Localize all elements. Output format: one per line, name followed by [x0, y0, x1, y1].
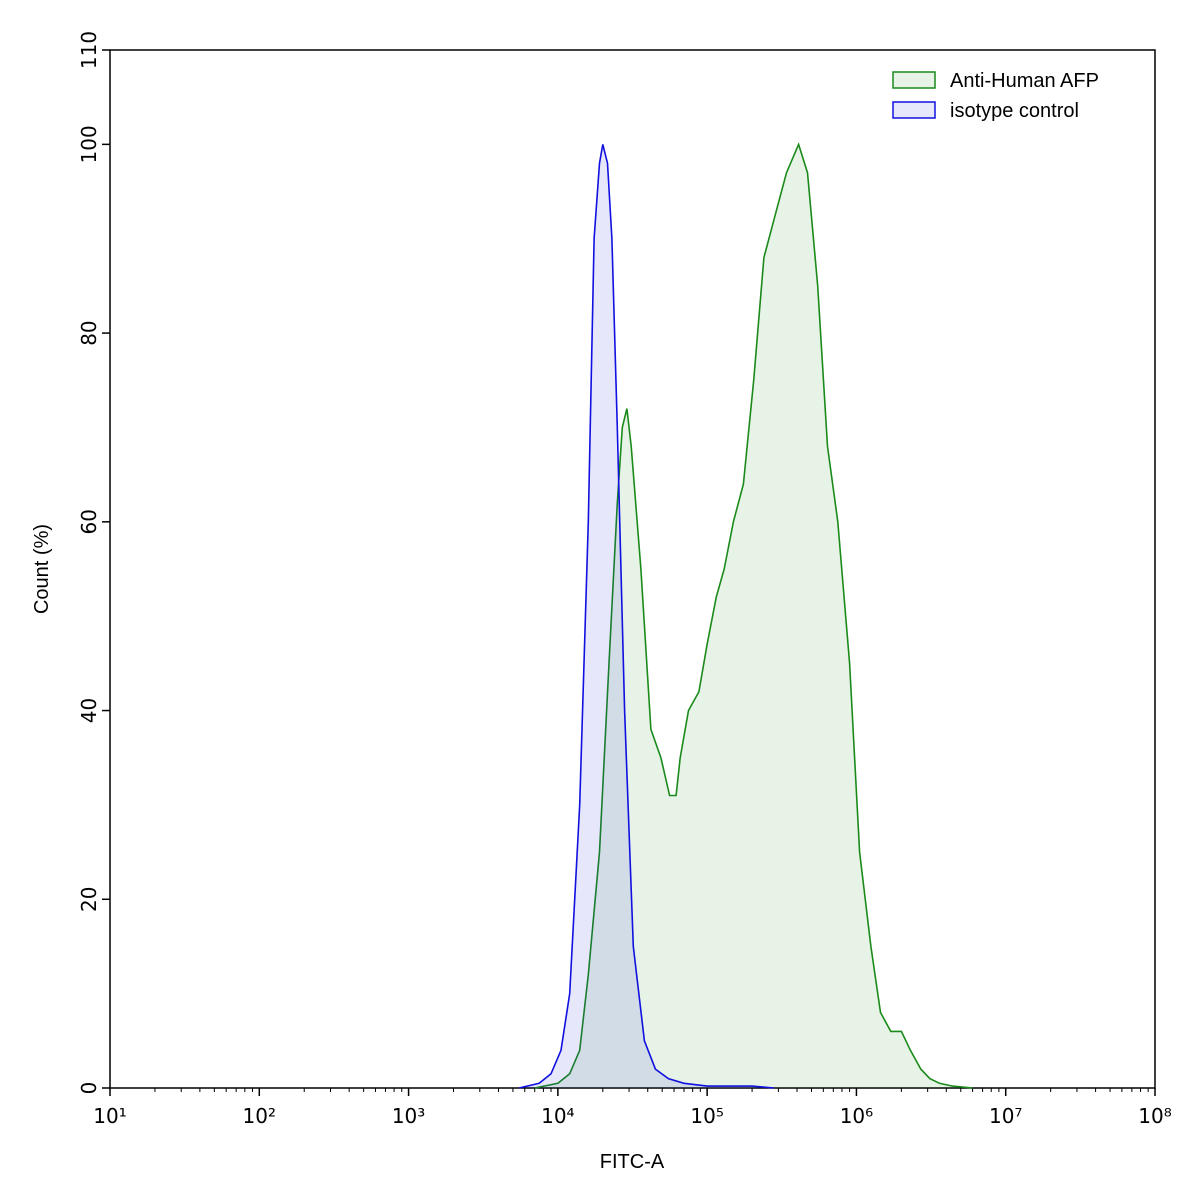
- x-tick-label: 10²: [243, 1104, 276, 1128]
- x-tick-label: 10¹: [93, 1104, 126, 1128]
- area-fill: [534, 144, 973, 1088]
- y-tick-label: 80: [77, 320, 101, 345]
- x-tick-label: 10⁴: [541, 1104, 574, 1128]
- legend-swatch: [892, 71, 936, 89]
- x-tick-label: 10⁷: [989, 1104, 1022, 1128]
- legend-label: Anti-Human AFP: [950, 70, 1099, 92]
- y-tick-label: 20: [77, 887, 101, 912]
- y-tick-label: 60: [77, 509, 101, 534]
- x-tick-label: 10⁶: [840, 1104, 873, 1128]
- y-tick-label: 110: [77, 31, 101, 69]
- plot-frame: [109, 49, 1156, 1089]
- x-tick-label: 10⁸: [1138, 1104, 1171, 1128]
- y-tick-label: 100: [77, 125, 101, 163]
- series-line: [518, 144, 774, 1089]
- x-axis-title: FITC-A: [600, 1151, 665, 1173]
- legend-swatch: [892, 101, 936, 119]
- legend-label: isotype control: [950, 100, 1079, 122]
- area-fill: [519, 144, 774, 1088]
- y-tick-label: 40: [77, 698, 101, 723]
- x-tick-label: 10⁵: [690, 1104, 723, 1128]
- x-tick-label: 10³: [392, 1104, 425, 1128]
- y-axis-title: Count (%): [31, 524, 53, 614]
- y-tick-label: 0: [77, 1082, 101, 1095]
